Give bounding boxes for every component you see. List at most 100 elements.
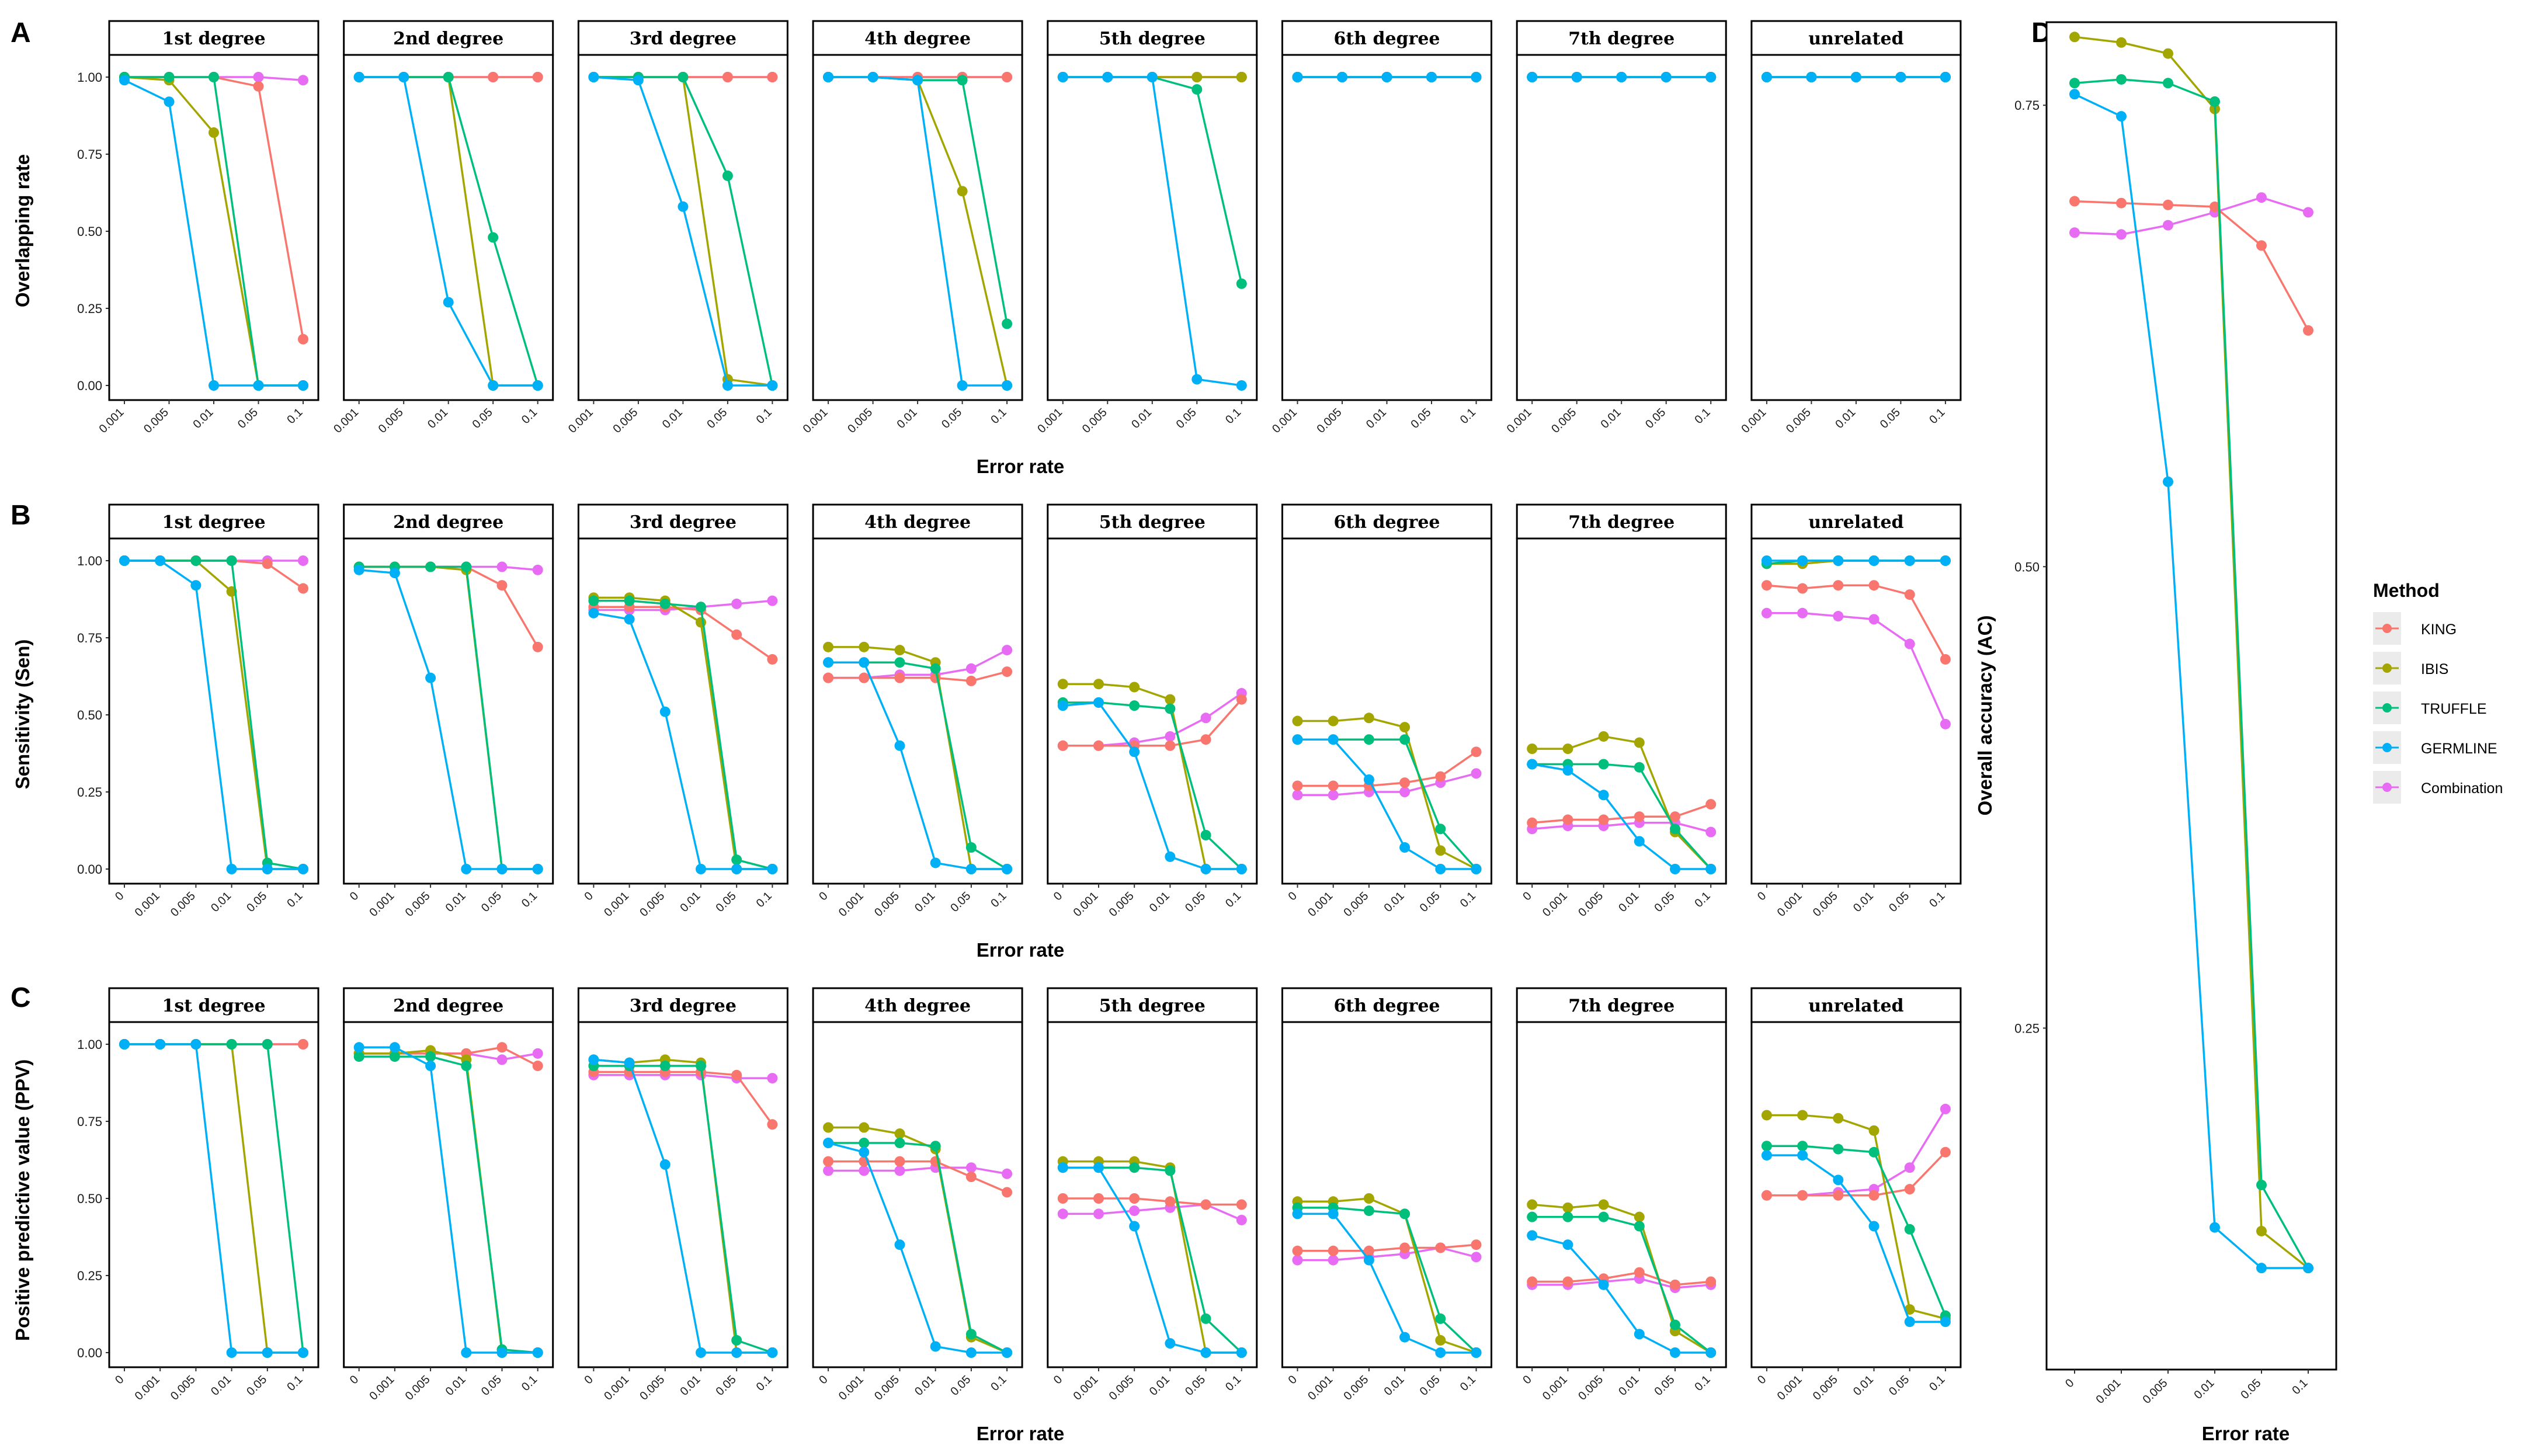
data-point-king (1236, 1199, 1247, 1210)
data-point-germline (253, 380, 264, 391)
data-point-ibis (894, 645, 905, 656)
series-line-germline (359, 1046, 538, 1354)
data-point-ibis (1562, 1202, 1573, 1213)
data-point-germline (398, 72, 409, 82)
data-point-germline (767, 1347, 778, 1358)
data-point-truffle (965, 842, 977, 853)
data-point-germline (823, 1137, 834, 1148)
facet-panel (1281, 537, 1492, 885)
data-point-king (1868, 580, 1880, 591)
data-point-king (1562, 814, 1573, 825)
data-point-germline (1940, 555, 1951, 566)
data-point-germline (155, 1039, 166, 1050)
data-point-germline (1616, 72, 1627, 82)
data-point-king (894, 672, 905, 683)
data-point-ibis (894, 1128, 905, 1139)
facet-strip-title: 5th degree (1099, 996, 1206, 1016)
data-point-germline (190, 1039, 202, 1050)
series-line-germline (828, 661, 1008, 870)
series-line-combination (1062, 1203, 1242, 1221)
data-point-germline (532, 380, 543, 391)
data-point-combination (2256, 192, 2267, 203)
data-point-germline (298, 380, 308, 391)
data-point-truffle (1797, 1141, 1808, 1152)
facet-strip-title: 7th degree (1568, 29, 1675, 49)
data-point-king (1165, 740, 1176, 751)
data-point-germline (1705, 1347, 1717, 1358)
data-point-king (1328, 1245, 1339, 1256)
data-point-king (532, 641, 543, 652)
data-point-germline (2256, 1263, 2267, 1274)
data-point-king (1761, 580, 1772, 591)
data-point-germline (1471, 72, 1482, 82)
facet-strip-title: 5th degree (1099, 512, 1206, 533)
data-point-combination (1292, 1255, 1303, 1266)
facet-strip-title: 1st degree (162, 512, 265, 533)
y-axis-title-D: Overall accuracy (AC) (1974, 615, 1996, 815)
data-point-truffle (1598, 1211, 1609, 1222)
data-point-truffle (2256, 1179, 2267, 1190)
data-point-germline (2210, 1222, 2220, 1233)
data-point-combination (1165, 731, 1176, 742)
data-point-germline (155, 555, 166, 566)
data-point-combination (965, 663, 977, 674)
legend-label-germline: GERMLINE (2421, 741, 2497, 757)
data-point-germline (190, 580, 202, 591)
series-line-germline (1531, 1234, 1711, 1354)
facet-strip (812, 987, 1023, 1023)
panel-label-C: C (11, 982, 31, 1013)
facet-panel (1516, 537, 1727, 885)
facet-strip-title: 4th degree (864, 996, 971, 1016)
data-point-combination (1236, 1214, 1247, 1225)
y-tick-label: 0.25 (77, 301, 102, 316)
data-point-ibis (1057, 679, 1068, 690)
data-point-germline (353, 564, 364, 575)
data-point-ibis (1129, 682, 1140, 693)
data-point-combination (1328, 790, 1339, 801)
y-tick-label: 0.25 (2014, 1021, 2040, 1035)
data-point-ibis (1435, 845, 1446, 856)
data-point-king (1435, 1242, 1446, 1253)
data-point-combination (767, 1073, 778, 1084)
data-point-combination (532, 564, 543, 575)
series-line-king (1297, 750, 1477, 787)
facet-panel (1516, 54, 1727, 401)
series-line-king (828, 670, 1008, 682)
data-point-germline (1057, 72, 1068, 82)
data-point-germline (209, 380, 219, 391)
y-axis-title-A: Overlapping rate (12, 154, 33, 307)
facet-panel (1516, 1021, 1727, 1368)
series-line-truffle (2074, 78, 2309, 1269)
data-point-germline (461, 864, 472, 874)
data-point-truffle (678, 72, 689, 82)
data-point-germline (1147, 72, 1158, 82)
series-line-germline (828, 1142, 1008, 1354)
data-point-germline (461, 1347, 472, 1358)
data-point-king (767, 654, 778, 665)
data-point-truffle (624, 595, 635, 606)
data-point-germline (1435, 1347, 1446, 1358)
y-tick-label: 0.00 (77, 378, 102, 393)
data-point-germline (633, 75, 644, 86)
data-point-king (1761, 1190, 1772, 1201)
data-point-germline (389, 1042, 400, 1053)
x-axis-title-C: Error rate (977, 1423, 1064, 1444)
series-line-king (1766, 584, 1947, 660)
data-point-germline (588, 607, 599, 618)
facet-strip (1047, 503, 1258, 540)
data-point-germline (659, 706, 671, 717)
series-line-truffle (593, 599, 773, 870)
y-tick-label: 0.75 (2014, 98, 2040, 113)
data-point-germline (1634, 1329, 1645, 1340)
data-point-germline (823, 657, 834, 668)
data-point-king (731, 1069, 742, 1080)
data-point-germline (696, 864, 706, 874)
data-point-truffle (859, 1137, 870, 1148)
data-point-germline (226, 864, 237, 874)
data-point-king (731, 629, 742, 640)
